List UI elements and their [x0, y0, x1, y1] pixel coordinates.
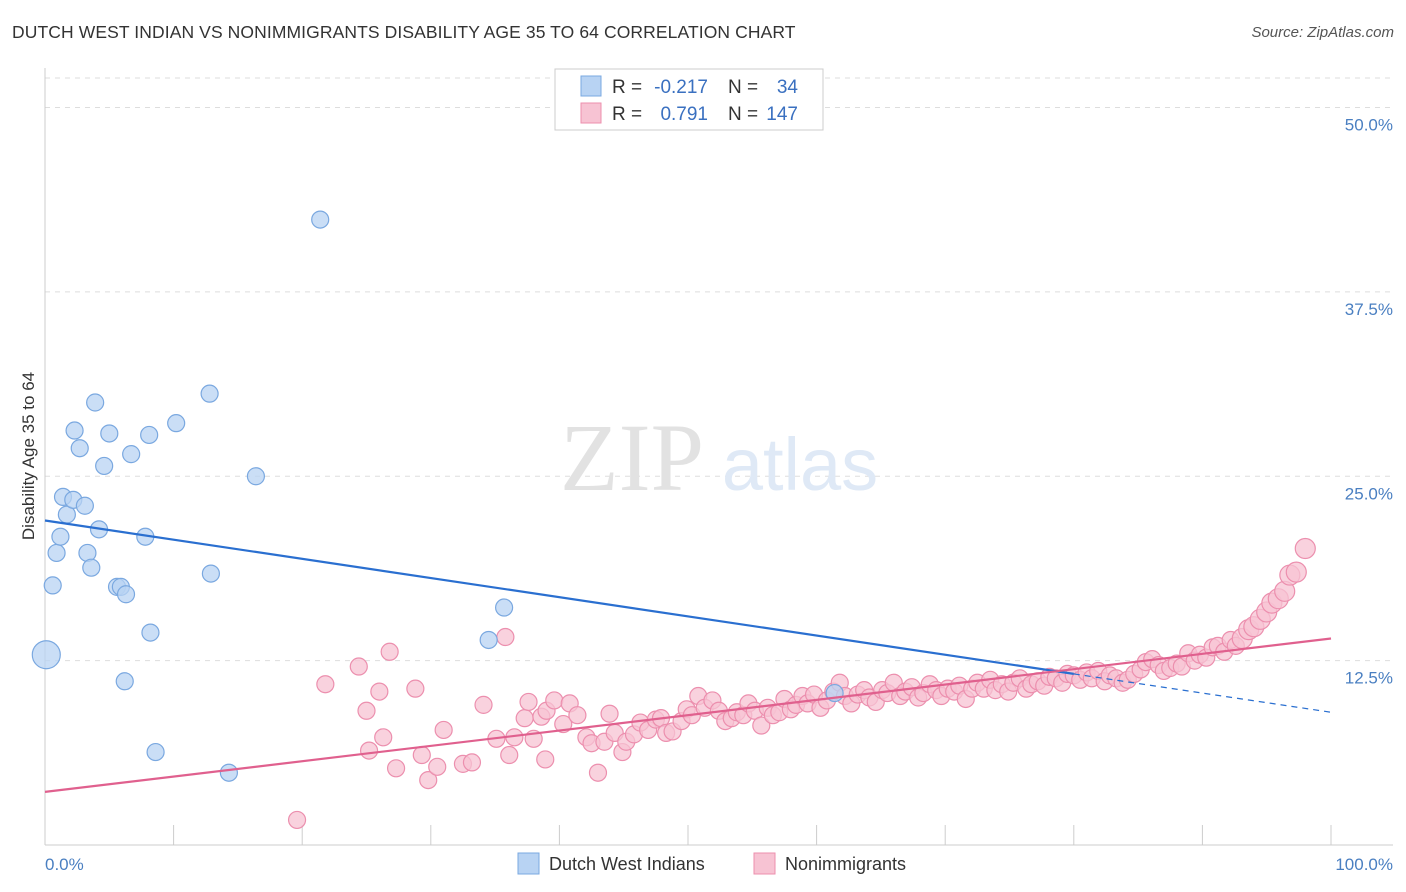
blue-point-3: [51, 527, 70, 546]
blue-point-25: [200, 384, 219, 403]
pink-point-5: [370, 682, 389, 701]
legend-swatch-pink: [580, 102, 602, 124]
nonimmigrants-points: [287, 537, 1316, 830]
trend-lines: [44, 519, 1332, 793]
pink-point-30: [568, 706, 587, 725]
series-legend-swatch-pink: [753, 852, 776, 875]
blue-point-7: [65, 421, 84, 440]
pink-point-33: [588, 763, 608, 782]
legend-swatch-blue: [580, 75, 602, 97]
blue-point-11: [82, 558, 101, 577]
pink-point-15: [462, 753, 482, 772]
watermark: ZIP atlas: [560, 404, 878, 511]
blue-point-15: [100, 424, 119, 443]
pink-point-28: [554, 714, 573, 734]
pink-point-12: [428, 757, 447, 776]
y-tick-label-0: 12.5%: [1345, 669, 1393, 688]
pink-point-11: [419, 770, 438, 790]
blue-point-18: [116, 585, 136, 604]
blue-trend-line: [44, 519, 1074, 675]
chart-title: DUTCH WEST INDIAN VS NONIMMIGRANTS DISAB…: [12, 22, 796, 42]
blue-point-0: [31, 640, 61, 670]
blue-point-33: [115, 672, 134, 691]
pink-point-3: [357, 701, 376, 720]
pink-point-8: [386, 759, 406, 778]
blue-point-1: [43, 576, 62, 595]
series-legend-label-pink: Nonimmigrants: [785, 854, 906, 874]
series-legend-swatch-blue: [517, 852, 540, 875]
legend-n-value-blue: 34: [777, 77, 799, 98]
y-axis-title: Disability Age 35 to 64: [19, 372, 38, 540]
pink-point-25: [536, 750, 555, 769]
series-legend: Dutch West Indians Nonimmigrants: [517, 852, 906, 875]
pink-point-1: [316, 675, 335, 694]
blue-point-26: [201, 564, 220, 583]
pink-point-148: [1285, 561, 1307, 583]
blue-point-14: [95, 456, 114, 476]
pink-trend-line: [44, 637, 1332, 793]
pink-point-10: [412, 745, 431, 765]
legend-n-label-blue: N =: [728, 77, 758, 98]
blue-point-27: [219, 763, 238, 782]
blue-point-23: [146, 742, 165, 762]
legend-r-value-blue: -0.217: [654, 77, 708, 98]
blue-point-2: [47, 543, 66, 563]
pink-point-27: [545, 691, 564, 710]
series-legend-label-blue: Dutch West Indians: [549, 854, 705, 874]
blue-point-31: [495, 598, 514, 617]
pink-point-7: [380, 642, 399, 661]
pink-point-19: [500, 745, 519, 765]
pink-point-21: [515, 709, 534, 728]
legend-n-value-pink: 147: [766, 104, 798, 125]
blue-point-28: [246, 467, 266, 486]
watermark-atlas: atlas: [722, 423, 878, 506]
blue-point-12: [86, 393, 105, 412]
x-tick-labels: 0.0% 100.0%: [45, 855, 1393, 874]
y-tick-label-3: 50.0%: [1345, 116, 1393, 135]
y-tick-labels: 12.5% 25.0% 37.5% 50.0%: [1345, 116, 1393, 688]
axes: [44, 68, 1393, 846]
pink-point-9: [406, 679, 425, 698]
pink-point-149: [1294, 537, 1316, 560]
blue-point-21: [140, 425, 159, 445]
blue-point-29: [311, 210, 330, 229]
y-tick-label-1: 25.0%: [1345, 484, 1393, 503]
y-tick-label-2: 37.5%: [1345, 300, 1393, 319]
pink-point-59: [752, 716, 771, 735]
watermark-zip: ZIP: [560, 404, 704, 511]
source-label: Source: ZipAtlas.com: [1251, 24, 1394, 41]
pink-point-0: [287, 810, 307, 830]
legend-r-value-pink: 0.791: [660, 104, 708, 125]
pink-point-18: [496, 627, 515, 647]
legend-r-label-pink: R =: [612, 104, 642, 125]
x-tick-label-1: 100.0%: [1335, 855, 1393, 874]
x-tick-label-0: 0.0%: [45, 855, 84, 874]
blue-point-22: [141, 623, 160, 642]
blue-point-19: [122, 445, 141, 464]
blue-point-8: [70, 439, 89, 458]
pink-point-2: [349, 657, 368, 676]
legend-n-label-pink: N =: [728, 104, 758, 125]
pink-point-16: [474, 695, 493, 714]
dutch-west-indians-points: [31, 210, 844, 782]
blue-point-30: [479, 630, 498, 650]
stats-legend: R = -0.217 N = 34 R = 0.791 N = 147: [554, 68, 824, 131]
pink-point-13: [434, 720, 453, 740]
pink-point-22: [519, 692, 538, 712]
legend-r-label-blue: R =: [612, 77, 642, 98]
pink-point-6: [374, 728, 393, 747]
pink-point-4: [359, 741, 379, 760]
blue-point-9: [75, 496, 94, 515]
pink-point-35: [600, 704, 619, 723]
blue-point-24: [167, 414, 186, 433]
grid-lines: [45, 77, 1393, 662]
